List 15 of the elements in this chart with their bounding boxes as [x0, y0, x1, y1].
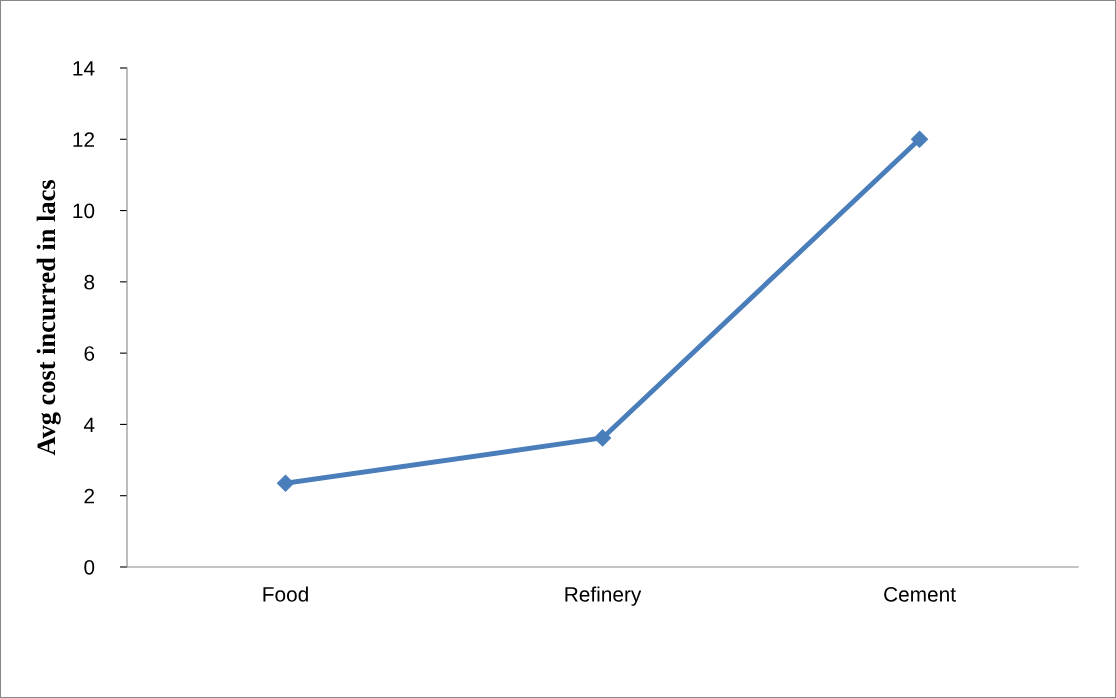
- y-tick-label: 2: [84, 488, 95, 504]
- x-tick-label: Cement: [884, 586, 956, 602]
- point: [910, 130, 929, 148]
- y-tick-label: 0: [84, 559, 95, 575]
- x-tick-label: Food: [263, 586, 308, 602]
- y-axis-title: Avg cost incurred in lacs: [36, 180, 61, 456]
- x-tick-label: Refinery: [565, 586, 642, 606]
- point: [276, 474, 295, 492]
- y-tick-label: 10: [73, 203, 95, 219]
- y-tick-label: 6: [84, 346, 95, 361]
- y-tick-label: 12: [73, 132, 95, 147]
- y-tick-label: 14: [73, 61, 95, 76]
- y-tick-label: 4: [83, 417, 95, 432]
- point: [593, 429, 612, 447]
- y-tick-label: 8: [84, 274, 95, 290]
